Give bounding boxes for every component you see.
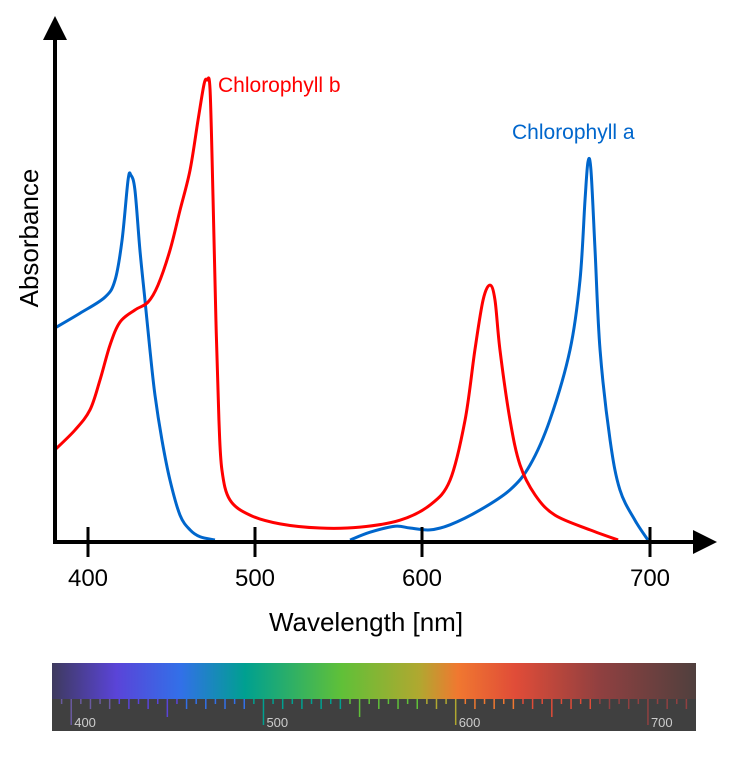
spectrum-label: 500 bbox=[266, 715, 288, 730]
series-line-chlorophyll-a-1 bbox=[349, 156, 650, 542]
x-tick-label: 500 bbox=[235, 565, 275, 592]
series-label-chlorophyll-a: Chlorophyll a bbox=[512, 121, 635, 144]
series-line-chlorophyll-b-0 bbox=[53, 76, 619, 542]
series-line-chlorophyll-a-0 bbox=[54, 171, 216, 542]
spectrum-bar: 400 500 600 700 bbox=[52, 663, 696, 731]
y-axis-label: Absorbance bbox=[14, 169, 44, 308]
x-tick-label: 700 bbox=[630, 565, 670, 592]
x-axis-label: Wavelength [nm] bbox=[269, 607, 463, 637]
spectrum-label: 400 bbox=[74, 715, 96, 730]
x-ticks: 400 500 600 700 bbox=[68, 527, 670, 592]
series-label-chlorophyll-b: Chlorophyll b bbox=[218, 74, 341, 97]
series-layer bbox=[53, 76, 650, 542]
x-tick-label: 400 bbox=[68, 565, 108, 592]
spectrum-gradient bbox=[52, 663, 696, 699]
x-tick-label: 600 bbox=[402, 565, 442, 592]
spectrum-scale bbox=[52, 699, 696, 731]
spectrum-label: 700 bbox=[651, 715, 673, 730]
spectrum-label: 600 bbox=[459, 715, 481, 730]
